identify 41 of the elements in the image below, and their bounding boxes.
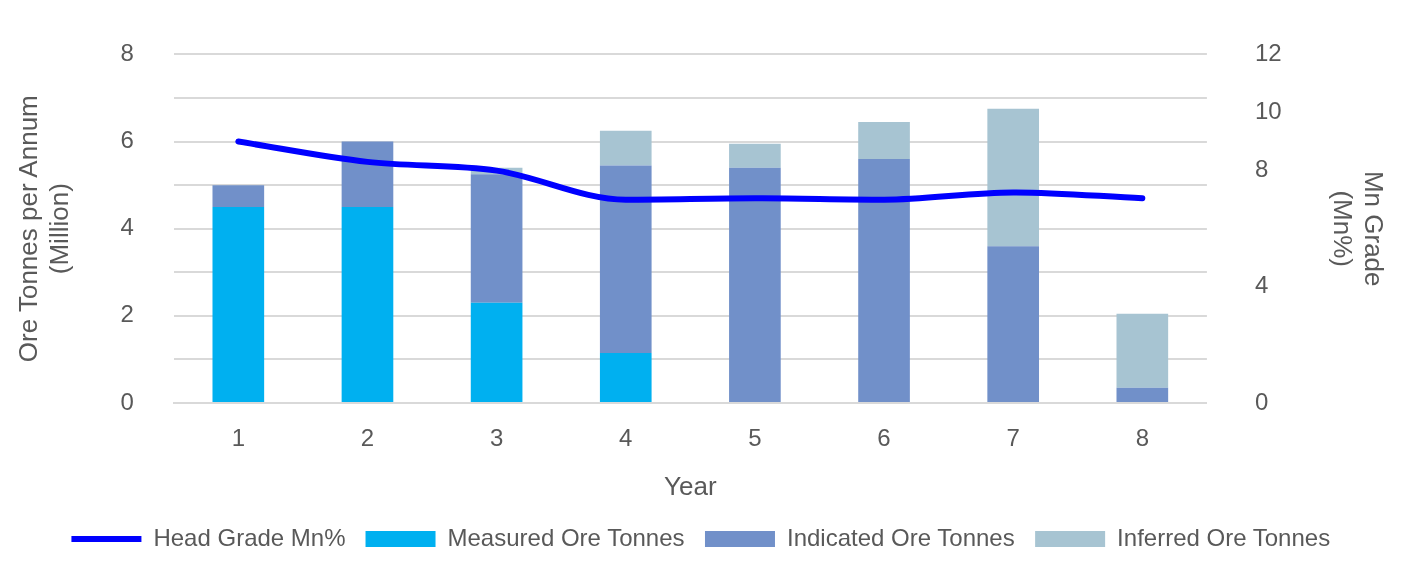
legend-label: Inferred Ore Tonnes xyxy=(1117,523,1331,551)
y-tick-label: 2 xyxy=(120,300,134,328)
bar xyxy=(1116,313,1169,388)
bar xyxy=(858,158,910,402)
y-tick-label: 0 xyxy=(120,387,134,415)
y-axis-title: Ore Tonnes per Annum (Million) xyxy=(12,95,74,363)
bar xyxy=(470,302,523,402)
bar xyxy=(599,352,652,402)
bar xyxy=(858,121,910,159)
bar xyxy=(987,246,1040,402)
x-tick-label: 5 xyxy=(748,424,762,452)
y-tick-label: 4 xyxy=(120,213,134,241)
x-tick-label: 3 xyxy=(489,424,504,452)
bar xyxy=(341,206,394,402)
y2-tick-label: 4 xyxy=(1254,271,1269,299)
y2-tick-label: 12 xyxy=(1254,39,1282,67)
legend-label: Indicated Ore Tonnes xyxy=(786,523,1015,551)
bar xyxy=(599,130,652,166)
x-tick-label: 7 xyxy=(1006,424,1020,452)
bar xyxy=(212,206,265,402)
y2-tick-label: 8 xyxy=(1254,155,1269,183)
bar xyxy=(729,167,781,402)
x-tick-label: 4 xyxy=(619,424,633,452)
y2-tick-label: 0 xyxy=(1254,387,1269,415)
x-tick-label: 1 xyxy=(231,424,245,452)
bar xyxy=(212,185,265,207)
bar xyxy=(729,143,781,168)
x-tick-label: 6 xyxy=(877,424,891,452)
y-tick-label: 8 xyxy=(120,39,134,67)
y2-tick-label: 10 xyxy=(1254,97,1282,125)
x-axis-title: Year xyxy=(664,470,717,501)
x-tick-label: 2 xyxy=(360,424,375,452)
bar xyxy=(987,108,1040,247)
legend-label: Measured Ore Tonnes xyxy=(447,523,685,551)
x-tick-label: 8 xyxy=(1135,424,1150,452)
bar xyxy=(1116,387,1169,402)
legend-label: Head Grade Mn% xyxy=(153,523,346,551)
bar xyxy=(470,174,523,303)
y-tick-label: 6 xyxy=(120,126,134,154)
bar xyxy=(599,165,652,353)
y2-axis-title: Mn Grade (Mn%) xyxy=(1328,170,1390,287)
